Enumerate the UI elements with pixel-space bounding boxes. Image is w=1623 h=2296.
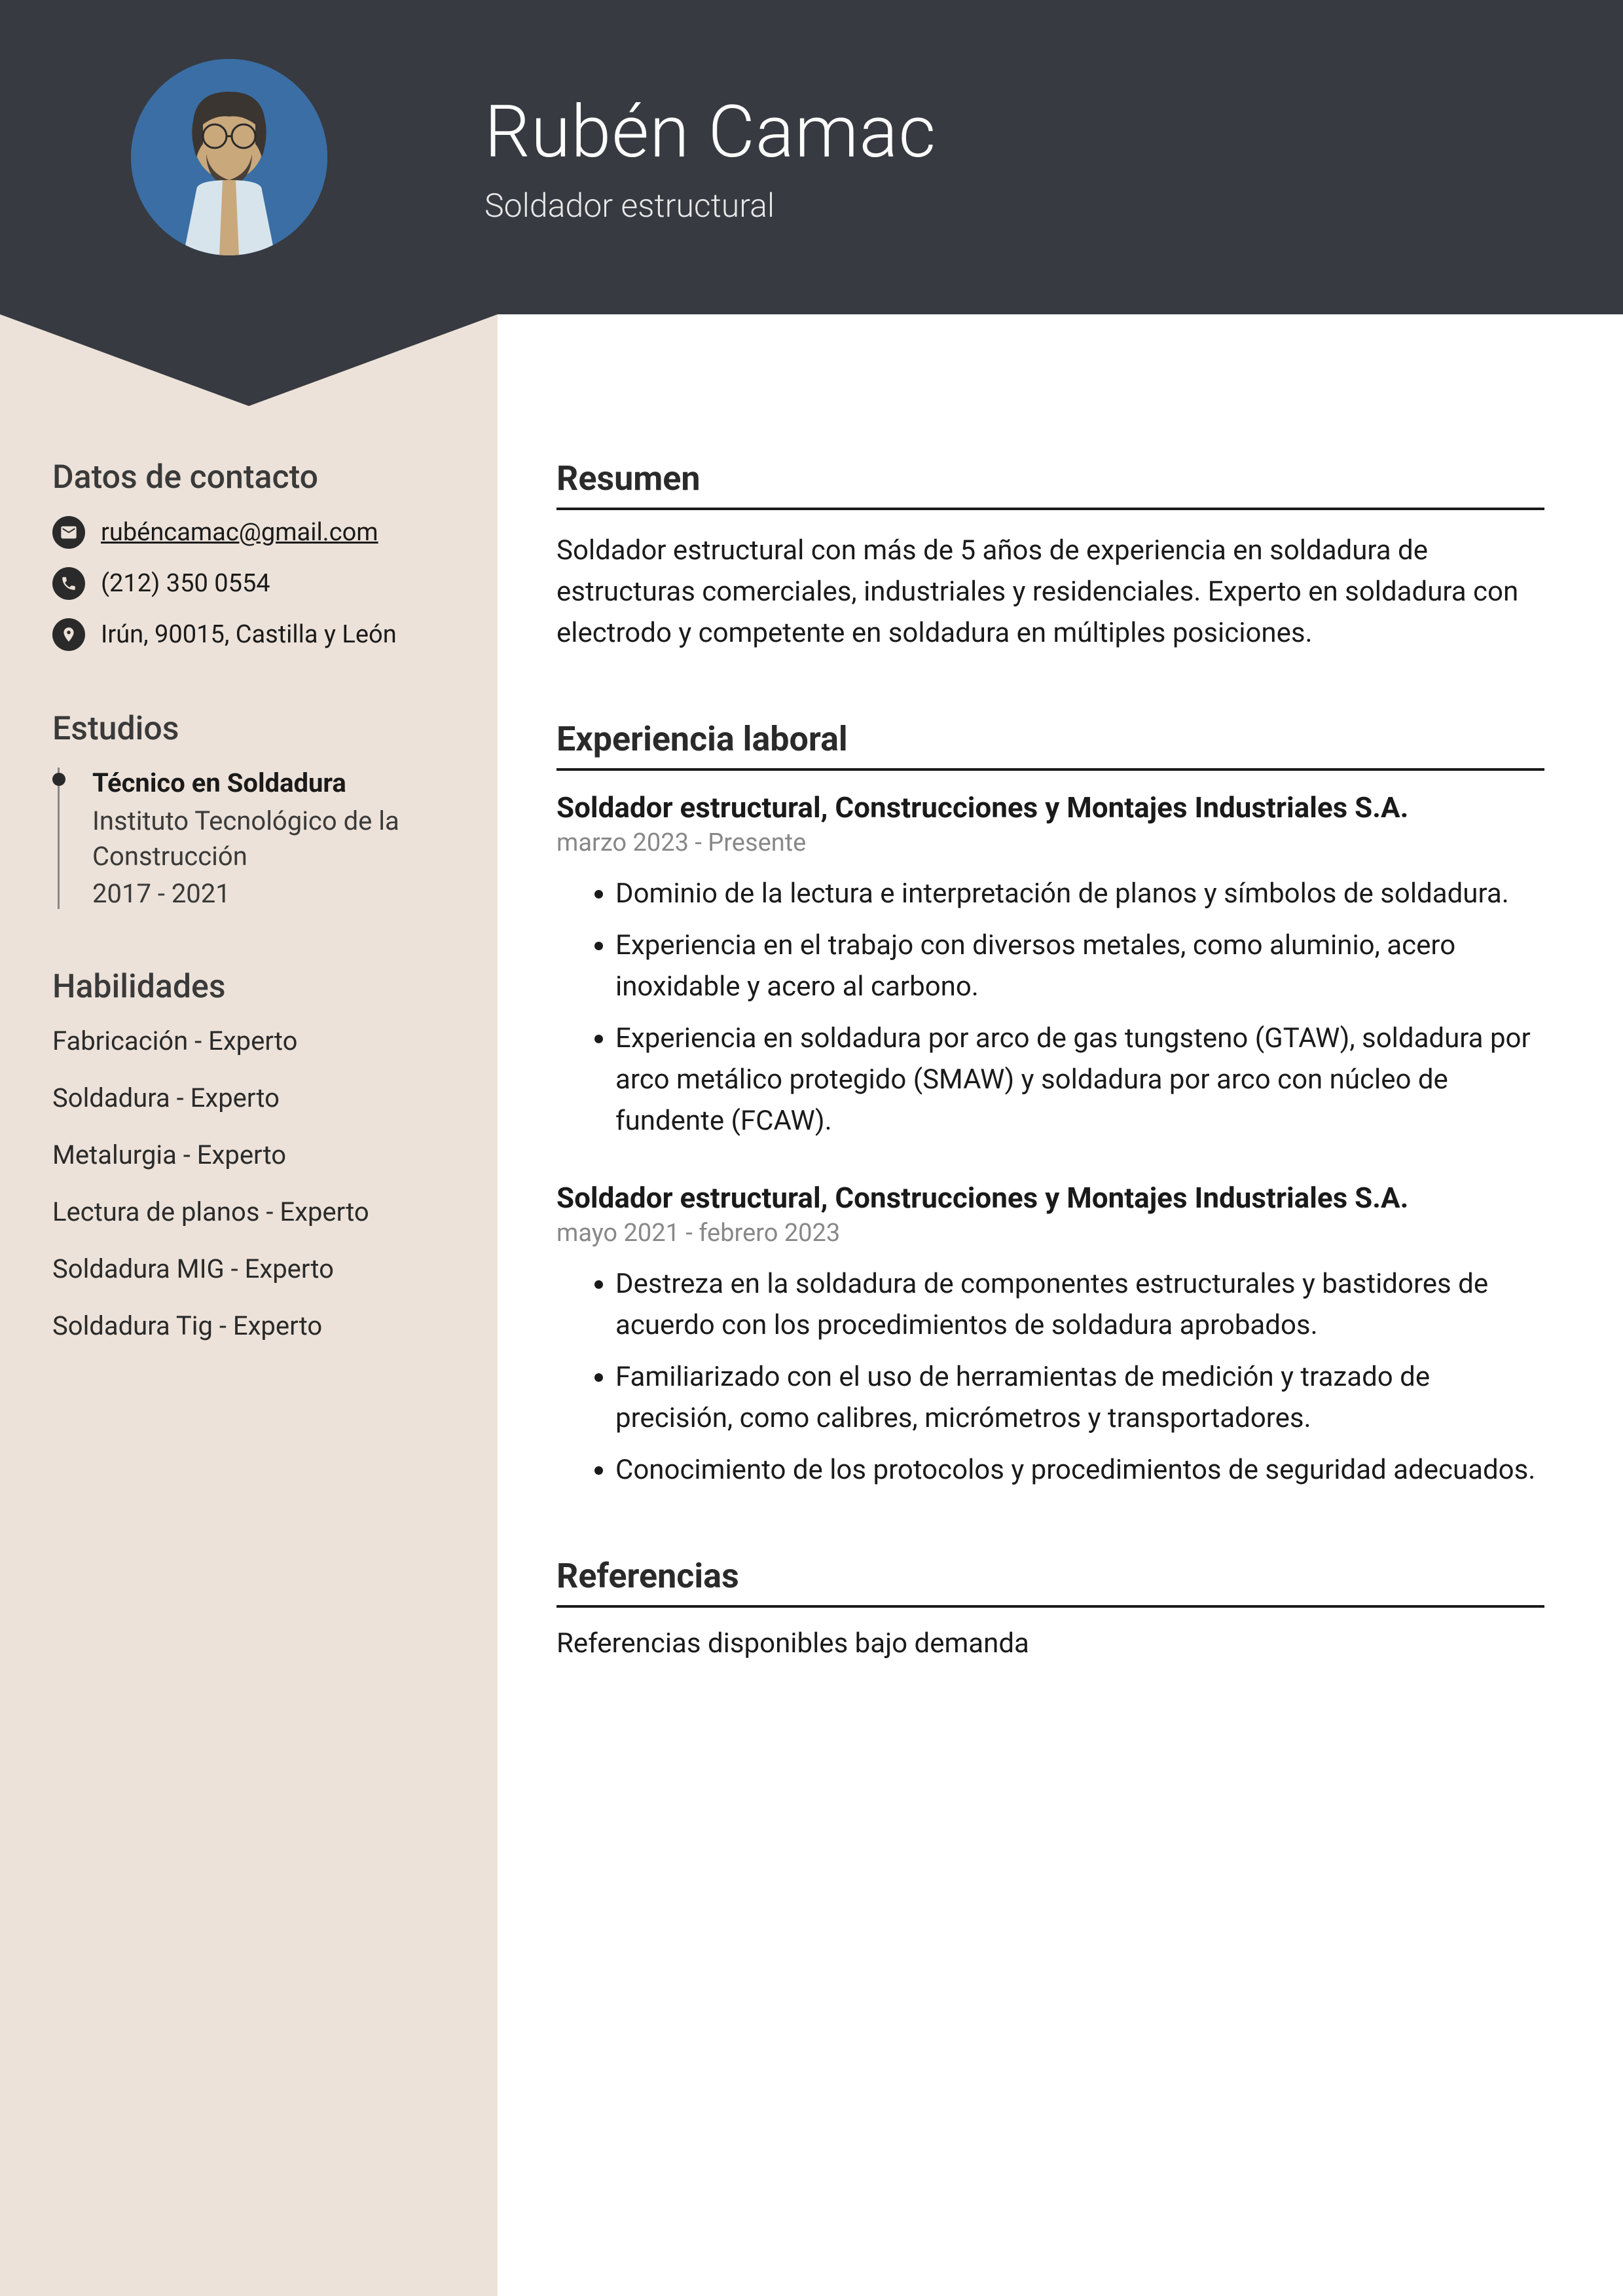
job-bullet: Familiarizado con el uso de herramientas… [615,1356,1544,1439]
skill-item: Lectura de planos - Experto [52,1196,445,1227]
references-text: Referencias disponibles bajo demanda [556,1627,1544,1659]
contact-email-row: rubéncamac@gmail.com [52,516,445,549]
skills-section: Habilidades Fabricación - Experto Soldad… [52,968,445,1341]
contact-location-row: Irún, 90015, Castilla y León [52,618,445,651]
education-dates: 2017 - 2021 [92,878,445,909]
experience-heading: Experiencia laboral [556,719,1544,771]
person-name: Rubén Camac [484,90,936,174]
job-bullet: Dominio de la lectura e interpretación d… [615,873,1544,914]
summary-section: Resumen Soldador estructural con más de … [556,458,1544,654]
summary-text: Soldador estructural con más de 5 años d… [556,530,1544,654]
job-item: Soldador estructural, Construcciones y M… [556,790,1544,1141]
job-item: Soldador estructural, Construcciones y M… [556,1181,1544,1491]
job-title: Soldador estructural, Construcciones y M… [556,790,1544,824]
job-title: Soldador estructural, Construcciones y M… [556,1181,1544,1215]
email-link[interactable]: rubéncamac@gmail.com [101,518,378,547]
references-section: Referencias Referencias disponibles bajo… [556,1556,1544,1659]
job-bullet: Destreza en la soldadura de componentes … [615,1263,1544,1346]
references-heading: Referencias [556,1556,1544,1608]
skill-item: Soldadura - Experto [52,1083,445,1113]
name-block: Rubén Camac Soldador estructural [484,90,936,225]
job-dates: marzo 2023 - Presente [556,828,1544,857]
sidebar-notch [0,314,498,406]
education-degree: Técnico en Soldadura [92,768,445,798]
education-item: Técnico en Soldadura Instituto Tecnológi… [58,768,445,909]
job-bullets: Destreza en la soldadura de componentes … [556,1263,1544,1491]
education-school: Instituto Tecnológico de la Construcción [92,804,445,874]
contact-phone-row: (212) 350 0554 [52,567,445,600]
education-section: Estudios Técnico en Soldadura Instituto … [52,710,445,909]
phone-text: (212) 350 0554 [101,569,270,598]
contact-section: Datos de contacto rubéncamac@gmail.com (… [52,458,445,651]
resume-page: Rubén Camac Soldador estructural Datos d… [0,0,1623,2296]
phone-icon [52,567,85,600]
job-dates: mayo 2021 - febrero 2023 [556,1219,1544,1248]
job-bullet: Experiencia en el trabajo con diversos m… [615,925,1544,1007]
skill-item: Soldadura Tig - Experto [52,1310,445,1341]
header: Rubén Camac Soldador estructural [0,0,1623,314]
job-bullet: Conocimiento de los protocolos y procedi… [615,1449,1544,1491]
job-bullet: Experiencia en soldadura por arco de gas… [615,1018,1544,1141]
experience-section: Experiencia laboral Soldador estructural… [556,719,1544,1491]
education-heading: Estudios [52,710,445,748]
main-column: Resumen Soldador estructural con más de … [498,314,1623,2296]
columns: Datos de contacto rubéncamac@gmail.com (… [0,314,1623,2296]
job-bullets: Dominio de la lectura e interpretación d… [556,873,1544,1141]
email-icon [52,516,85,549]
skill-item: Fabricación - Experto [52,1026,445,1056]
skill-item: Soldadura MIG - Experto [52,1253,445,1284]
location-text: Irún, 90015, Castilla y León [101,620,397,649]
person-title: Soldador estructural [484,187,936,225]
location-icon [52,618,85,651]
avatar [131,59,327,255]
sidebar: Datos de contacto rubéncamac@gmail.com (… [0,314,498,2296]
contact-heading: Datos de contacto [52,458,445,496]
summary-heading: Resumen [556,458,1544,510]
skills-heading: Habilidades [52,968,445,1006]
skill-item: Metalurgia - Experto [52,1139,445,1170]
